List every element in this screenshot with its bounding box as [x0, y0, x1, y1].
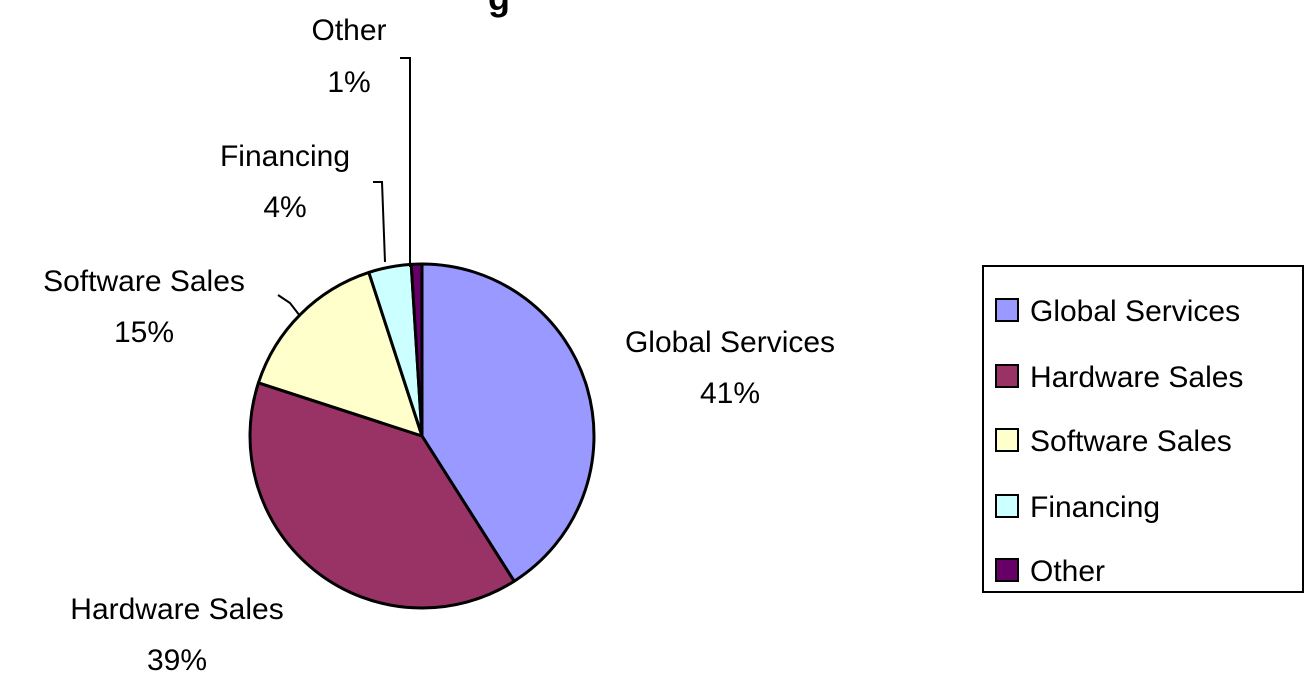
- slice-label-financing: Financing: [220, 140, 350, 173]
- legend-swatch: [995, 558, 1019, 582]
- legend-swatch: [995, 298, 1019, 322]
- legend-item-hardware-sales: Hardware Sales: [995, 361, 1243, 394]
- leader-lines: [277, 57, 411, 317]
- slice-label-other: Other: [311, 14, 386, 47]
- legend-box: [982, 265, 1304, 593]
- legend-item-financing: Financing: [995, 491, 1160, 524]
- legend-swatch: [995, 364, 1019, 388]
- slice-value-hardware-sales: 39%: [147, 644, 207, 676]
- legend-item-global-services: Global Services: [995, 295, 1240, 328]
- legend-item-other: Other: [995, 555, 1105, 588]
- slice-value-other: 1%: [327, 66, 370, 99]
- legend-label: Hardware Sales: [1030, 361, 1243, 394]
- legend: Global Services Hardware Sales Software …: [982, 265, 1304, 593]
- legend-swatch: [995, 494, 1019, 518]
- legend-item-software-sales: Software Sales: [995, 425, 1232, 458]
- legend-label: Other: [1030, 555, 1105, 588]
- pie-slice-hardware-sales: [248, 381, 516, 610]
- slice-label-software-sales: Software Sales: [43, 265, 245, 298]
- pie-slices: [248, 262, 596, 610]
- chart-title-fragment: g: [488, 0, 510, 18]
- legend-label: Financing: [1030, 491, 1160, 524]
- legend-label: Global Services: [1030, 295, 1240, 328]
- slice-label-hardware-sales: Hardware Sales: [70, 593, 283, 626]
- legend-label: Software Sales: [1030, 425, 1232, 458]
- leader-line-software: [277, 294, 301, 317]
- slice-value-software-sales: 15%: [114, 316, 174, 349]
- leader-line-financing: [373, 181, 386, 263]
- slice-value-global-services: 41%: [700, 377, 760, 410]
- slice-label-global-services: Global Services: [625, 326, 835, 359]
- pie-slice-other: [409, 262, 424, 438]
- legend-swatch: [995, 428, 1019, 452]
- slice-value-financing: 4%: [263, 191, 306, 224]
- leader-line-other: [400, 57, 411, 267]
